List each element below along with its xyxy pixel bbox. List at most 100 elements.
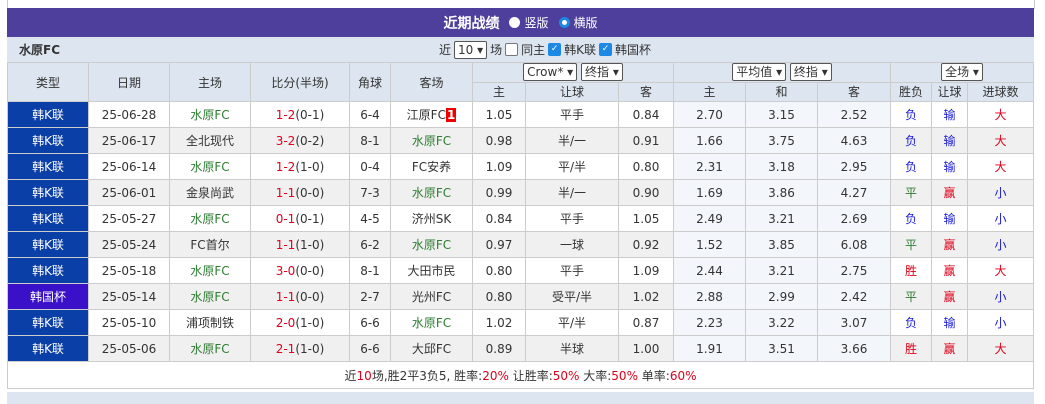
score[interactable]: 2-0(1-0) [250,309,350,336]
same-home-checkbox[interactable] [505,43,519,56]
league-type[interactable]: 韩K联 [7,179,89,206]
handicap-result-text: 赢 [943,290,956,304]
score[interactable]: 3-2(0-2) [250,127,350,154]
match-count-select[interactable]: 10 ▾ [454,40,488,59]
league-type-text: 韩K联 [32,160,64,174]
away-team[interactable]: FC安养 [390,153,473,180]
header-score: 比分(半场) [250,62,350,102]
euro-home-odds: 1.66 [673,127,747,154]
handicap-result: 输 [931,101,969,128]
asian-home-odds: 0.99 [472,179,526,206]
home-team[interactable]: 水原FC [169,283,251,310]
goals-result: 小 [967,205,1035,232]
match-result: 胜 [890,257,933,284]
euro-away-odds: 4.27 [817,179,892,206]
euro-home-odds-text: 1.66 [696,133,723,148]
away-team[interactable]: 水原FC [390,127,473,154]
goals-result-text: 小 [994,316,1007,330]
score[interactable]: 0-1(0-1) [250,205,350,232]
corners: 4-5 [349,205,391,232]
away-team[interactable]: 水原FC [390,231,473,258]
asian-away-odds: 1.00 [617,335,675,362]
league-type[interactable]: 韩K联 [7,205,89,232]
league-type-text: 韩国杯 [29,290,66,304]
header-a-line: 让球 [525,81,619,102]
asian-line-text: 平手 [559,264,584,278]
goals-result: 大 [967,335,1035,362]
score[interactable]: 1-1(1-0) [250,231,350,258]
league-type[interactable]: 韩K联 [7,257,89,284]
score[interactable]: 1-2(0-1) [250,101,350,128]
kcup-checkbox[interactable]: ✓ [599,43,613,56]
header-away: 客场 [390,62,473,102]
next-section-bar [7,392,1034,404]
euro-home-odds: 1.52 [673,231,747,258]
away-team[interactable]: 大邱FC [390,335,473,362]
home-team-text: 水原FC [190,212,230,226]
asian-home-odds: 1.05 [472,101,526,128]
league-type[interactable]: 韩K联 [7,335,89,362]
league-type[interactable]: 韩K联 [7,101,89,128]
league-type[interactable]: 韩K联 [7,231,89,258]
corners-text: 8-1 [360,263,380,278]
kleague-checkbox[interactable]: ✓ [548,43,562,56]
goals-result-text: 大 [994,342,1007,356]
league-type-text: 韩K联 [32,134,64,148]
score[interactable]: 1-1(0-0) [250,283,350,310]
asian-home-odds-text: 0.84 [485,211,513,226]
company-select[interactable]: Crow* ▾ [523,63,578,82]
league-type[interactable]: 韩K联 [7,309,89,336]
half-score: (0-2) [295,133,325,148]
league-type[interactable]: 韩K联 [7,153,89,180]
home-team[interactable]: FC首尔 [169,231,251,258]
euro-type-select[interactable]: 终指 ▾ [789,63,832,82]
score[interactable]: 1-2(1-0) [250,153,350,180]
asian-away-odds: 0.92 [617,231,675,258]
handicap-result: 输 [931,153,969,180]
score[interactable]: 1-1(0-0) [250,179,350,206]
away-team-text: 大邱FC [411,342,452,356]
corners-text: 0-4 [360,159,380,174]
away-team-text: 水原FC [411,316,452,330]
league-type[interactable]: 韩K联 [7,127,89,154]
away-team[interactable]: 水原FC [390,179,473,206]
away-team[interactable]: 大田市民 [390,257,473,284]
home-team[interactable]: 水原FC [169,335,251,362]
euro-draw-odds: 3.21 [745,257,819,284]
match-date-text: 25-06-14 [101,159,157,174]
asian-home-odds: 0.80 [472,283,526,310]
asian-line-text: 受平/半 [551,290,593,304]
score[interactable]: 2-1(1-0) [250,335,350,362]
away-team[interactable]: 济州SK [390,205,473,232]
asian-away-odds-text: 0.80 [632,159,660,174]
handicap-result-text: 输 [943,316,956,330]
asian-type-select[interactable]: 终指 ▾ [581,63,623,82]
away-team[interactable]: 光州FC [390,283,473,310]
asian-line-text: 半球 [559,342,584,356]
league-type[interactable]: 韩国杯 [7,283,89,310]
away-team[interactable]: 江原FC1 [390,101,473,128]
radio-vertical[interactable] [509,17,521,28]
euro-home-odds: 2.44 [673,257,747,284]
home-team[interactable]: 浦项制铁 [169,309,251,336]
league-type-text: 韩K联 [32,186,64,200]
radio-horizontal[interactable] [558,17,570,28]
handicap-result: 输 [931,127,969,154]
match-result: 平 [890,231,933,258]
home-team[interactable]: 金泉尚武 [169,179,251,206]
home-team[interactable]: 水原FC [169,153,251,180]
home-team[interactable]: 水原FC [169,257,251,284]
handicap-result-text: 赢 [943,342,956,356]
home-team[interactable]: 水原FC [169,101,251,128]
home-team[interactable]: 水原FC [169,205,251,232]
asian-home-odds: 0.98 [472,127,526,154]
away-team[interactable]: 水原FC [390,309,473,336]
period-select[interactable]: 全场 ▾ [941,63,983,82]
asian-away-odds: 1.05 [617,205,675,232]
score[interactable]: 3-0(0-0) [250,257,350,284]
league-type-text: 韩K联 [32,212,64,226]
asian-away-odds-text: 0.90 [632,185,660,200]
home-team[interactable]: 全北现代 [169,127,251,154]
handicap-result: 输 [931,205,969,232]
euro-company-select[interactable]: 平均值 ▾ [732,63,787,82]
